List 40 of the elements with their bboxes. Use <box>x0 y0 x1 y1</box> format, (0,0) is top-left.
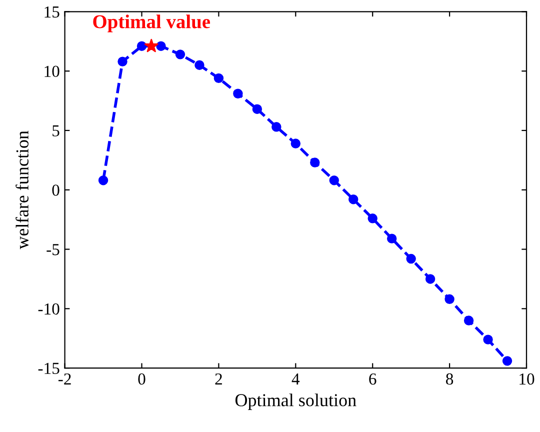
y-tick-label: 0 <box>52 184 60 196</box>
x-tick-label: -2 <box>58 373 71 384</box>
x-tick-label: 0 <box>138 373 146 385</box>
y-tick-label: -15 <box>38 362 60 374</box>
point <box>156 41 166 51</box>
point <box>144 38 158 52</box>
point <box>368 214 378 224</box>
point <box>386 234 397 244</box>
x-tick-label: 2 <box>215 373 222 384</box>
y-tick-label: -10 <box>38 303 60 315</box>
point <box>194 60 204 70</box>
y-axis-title: welfare function <box>16 130 28 250</box>
point <box>310 158 320 168</box>
x-tick-label: 6 <box>369 373 376 385</box>
point <box>348 194 358 204</box>
y-tick-label: 10 <box>44 66 60 78</box>
x-tick-label: 8 <box>446 373 454 385</box>
y-tick-label: 5 <box>52 125 60 136</box>
x-tick-label: 10 <box>520 373 534 385</box>
point <box>252 104 262 114</box>
point <box>406 254 416 264</box>
point <box>425 274 436 284</box>
point <box>233 88 243 98</box>
point <box>444 294 454 304</box>
y-tick-label: 15 <box>44 6 60 18</box>
point <box>502 356 512 366</box>
point <box>272 122 282 132</box>
x-axis-title: Optimal solution <box>235 394 356 410</box>
point <box>136 41 147 51</box>
point <box>483 334 493 344</box>
point <box>118 56 128 66</box>
point <box>464 316 474 326</box>
point <box>329 176 339 186</box>
point <box>175 50 186 60</box>
point <box>290 138 301 148</box>
annotation: Optimal value <box>93 14 210 32</box>
point <box>214 73 224 84</box>
x-tick-label: 4 <box>292 374 300 384</box>
point <box>98 176 108 186</box>
y-tick-label: -5 <box>46 244 60 256</box>
